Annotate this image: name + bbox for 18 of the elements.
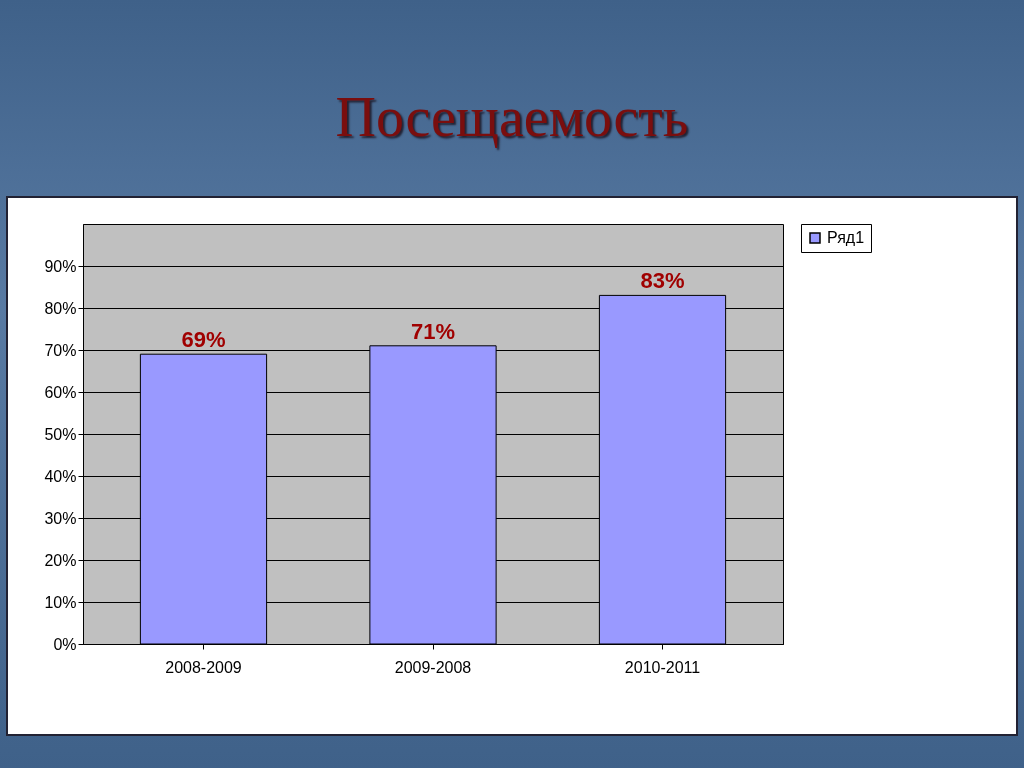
text: 83%	[640, 268, 685, 294]
chart-title: Посещаемость	[334, 85, 690, 149]
x-tick-label: 2009-2008	[394, 658, 472, 676]
legend-label: Ряд1	[827, 229, 865, 246]
y-tick-label: 80%	[44, 299, 77, 317]
x-tick-label: 2010-2011	[624, 658, 701, 676]
y-tick-label: 40%	[44, 467, 77, 485]
y-tick-label: 50%	[44, 425, 77, 443]
text: 71%	[410, 318, 456, 344]
y-tick-label: 20%	[44, 551, 77, 569]
y-tick-label: 70%	[44, 341, 77, 359]
y-tick-label: 0%	[53, 635, 77, 653]
y-tick-label: 60%	[44, 383, 77, 401]
y-tick-label: 90%	[44, 257, 77, 275]
x-tick-label: 2008-2009	[165, 658, 242, 676]
y-tick-label: 10%	[44, 593, 77, 611]
text: 69%	[181, 327, 226, 353]
y-tick-label: 30%	[44, 509, 77, 527]
